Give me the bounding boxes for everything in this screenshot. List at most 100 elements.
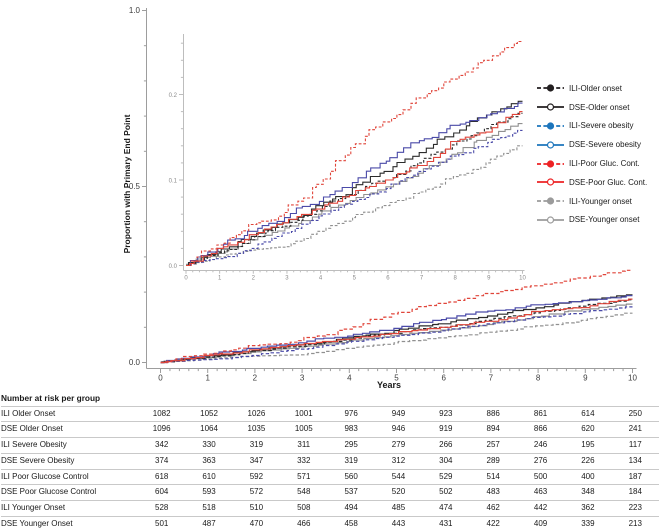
legend-label: ILI-Younger onset	[569, 196, 632, 206]
risk-row-label: DSE Poor Glucose Control	[1, 484, 138, 501]
risk-row-dse-poor-glucose-control: DSE Poor Glucose Control 604 593 572 548 537 5…	[1, 484, 659, 501]
risk-value: 257	[469, 437, 517, 454]
risk-row-ili-younger-onset: ILI Younger Onset 528 518 510 508 494 485 474 46…	[1, 499, 659, 517]
x-tick-label: 7	[489, 374, 494, 383]
risk-value: 861	[516, 405, 565, 422]
x-tick-label: 2	[252, 276, 256, 282]
risk-value: 593	[185, 484, 233, 501]
x-tick-label: 0	[184, 276, 188, 282]
risk-value: 500	[516, 468, 565, 485]
risk-value: 1052	[185, 405, 233, 422]
risk-row-label: ILI Poor Glucose Control	[1, 468, 138, 485]
risk-value: 304	[422, 452, 470, 470]
x-tick-label: 8	[536, 374, 541, 383]
risk-row-label: ILI Older Onset	[1, 405, 138, 422]
risk-value: 295	[327, 437, 375, 454]
risk-value: 528	[138, 499, 186, 517]
risk-value: 347	[232, 452, 281, 470]
legend-label: DSE-Poor Gluc. Cont.	[569, 177, 648, 187]
legend-item-dse-poor-gluc-cont-: DSE-Poor Gluc. Cont.	[537, 173, 647, 192]
x-tick-label: 0	[158, 374, 163, 383]
x-tick-label: 10	[628, 374, 637, 383]
number-at-risk-table: Number at risk per group ILI Older Onset 1…	[1, 391, 659, 532]
risk-value: 592	[232, 468, 281, 485]
risk-value: 319	[327, 452, 375, 470]
risk-value: 1005	[280, 421, 328, 438]
x-tick-label: 4	[319, 276, 323, 282]
risk-row-ili-severe-obesity: ILI Severe Obesity 342 330 319 311 295 279 266 2…	[1, 437, 659, 454]
risk-value: 620	[564, 421, 612, 438]
risk-value: 510	[232, 499, 281, 517]
risk-value: 422	[469, 515, 517, 532]
risk-value: 223	[611, 499, 659, 517]
x-tick-label: 3	[285, 276, 289, 282]
legend-line-marker-icon	[537, 197, 564, 205]
x-tick-label: 9	[487, 276, 491, 282]
legend-item-ili-older-onset: ILI-Older onset	[537, 79, 647, 98]
legend: ILI-Older onset DSE-Older onset ILI-Severe…	[537, 79, 647, 229]
risk-value: 529	[422, 468, 470, 485]
risk-value: 187	[611, 468, 659, 485]
series-curve-ili-poor-gluc-cont-	[186, 40, 523, 267]
y-tick-label: 0.0	[169, 264, 178, 270]
legend-item-dse-older-onset: DSE-Older onset	[537, 98, 647, 117]
risk-value: 474	[422, 499, 470, 517]
risk-value: 226	[564, 452, 612, 470]
x-tick-label: 4	[347, 374, 352, 383]
risk-value: 246	[516, 437, 565, 454]
risk-value: 312	[374, 452, 423, 470]
y-tick-label: 1.0	[129, 6, 141, 15]
risk-value: 241	[611, 421, 659, 438]
legend-label: ILI-Poor Gluc. Cont.	[569, 159, 640, 169]
risk-value: 483	[469, 484, 517, 501]
legend-line-marker-icon	[537, 141, 564, 149]
risk-value: 279	[374, 437, 423, 454]
x-tick-label: 3	[300, 374, 305, 383]
risk-value: 610	[185, 468, 233, 485]
risk-value: 487	[185, 515, 233, 532]
risk-value: 409	[516, 515, 565, 532]
y-tick-label: 0.0	[129, 358, 141, 367]
risk-value: 949	[374, 405, 423, 422]
risk-value: 117	[611, 437, 659, 454]
series-curve-ili-poor-gluc-cont-	[160, 269, 633, 364]
risk-value: 374	[138, 452, 186, 470]
table-header-row: Number at risk per group	[1, 391, 659, 406]
risk-row-dse-older-onset: DSE Older Onset 1096 1064 1035 1005 983 946 919…	[1, 421, 659, 438]
risk-value: 1064	[185, 421, 233, 438]
risk-value: 1001	[280, 405, 328, 422]
risk-value: 330	[185, 437, 233, 454]
risk-row-label: DSE Older Onset	[1, 421, 138, 438]
risk-value: 1026	[232, 405, 281, 422]
legend-label: ILI-Severe obesity	[569, 121, 634, 131]
legend-line-marker-icon	[537, 84, 564, 92]
x-tick-label: 1	[218, 276, 222, 282]
legend-label: DSE-Younger onset	[569, 215, 640, 225]
risk-value: 339	[564, 515, 612, 532]
series-curve-dse-severe-obesity	[160, 295, 633, 364]
x-tick-label: 2	[253, 374, 258, 383]
risk-value: 319	[232, 437, 281, 454]
risk-value: 470	[232, 515, 281, 532]
x-tick-label: 6	[441, 374, 446, 383]
series-curve-dse-older-onset	[186, 100, 523, 267]
risk-value: 548	[280, 484, 328, 501]
risk-value: 462	[469, 499, 517, 517]
series-curve-ili-severe-obesity	[160, 306, 633, 364]
risk-value: 289	[469, 452, 517, 470]
risk-value: 886	[469, 405, 517, 422]
risk-value: 342	[138, 437, 186, 454]
series-curve-ili-younger-onset	[186, 145, 523, 267]
risk-value: 362	[564, 499, 612, 517]
risk-row-dse-younger-onset: DSE Younger Onset 501 487 470 466 458 443 431 42…	[1, 515, 659, 532]
x-tick-label: 5	[394, 374, 399, 383]
risk-value: 463	[516, 484, 565, 501]
risk-row-label: DSE Severe Obesity	[1, 452, 138, 470]
legend-label: DSE-Older onset	[569, 102, 630, 112]
table-title: Number at risk per group	[1, 393, 101, 403]
risk-value: 604	[138, 484, 186, 501]
risk-row-label: ILI Severe Obesity	[1, 437, 138, 454]
risk-value: 560	[327, 468, 375, 485]
risk-value: 923	[422, 405, 470, 422]
